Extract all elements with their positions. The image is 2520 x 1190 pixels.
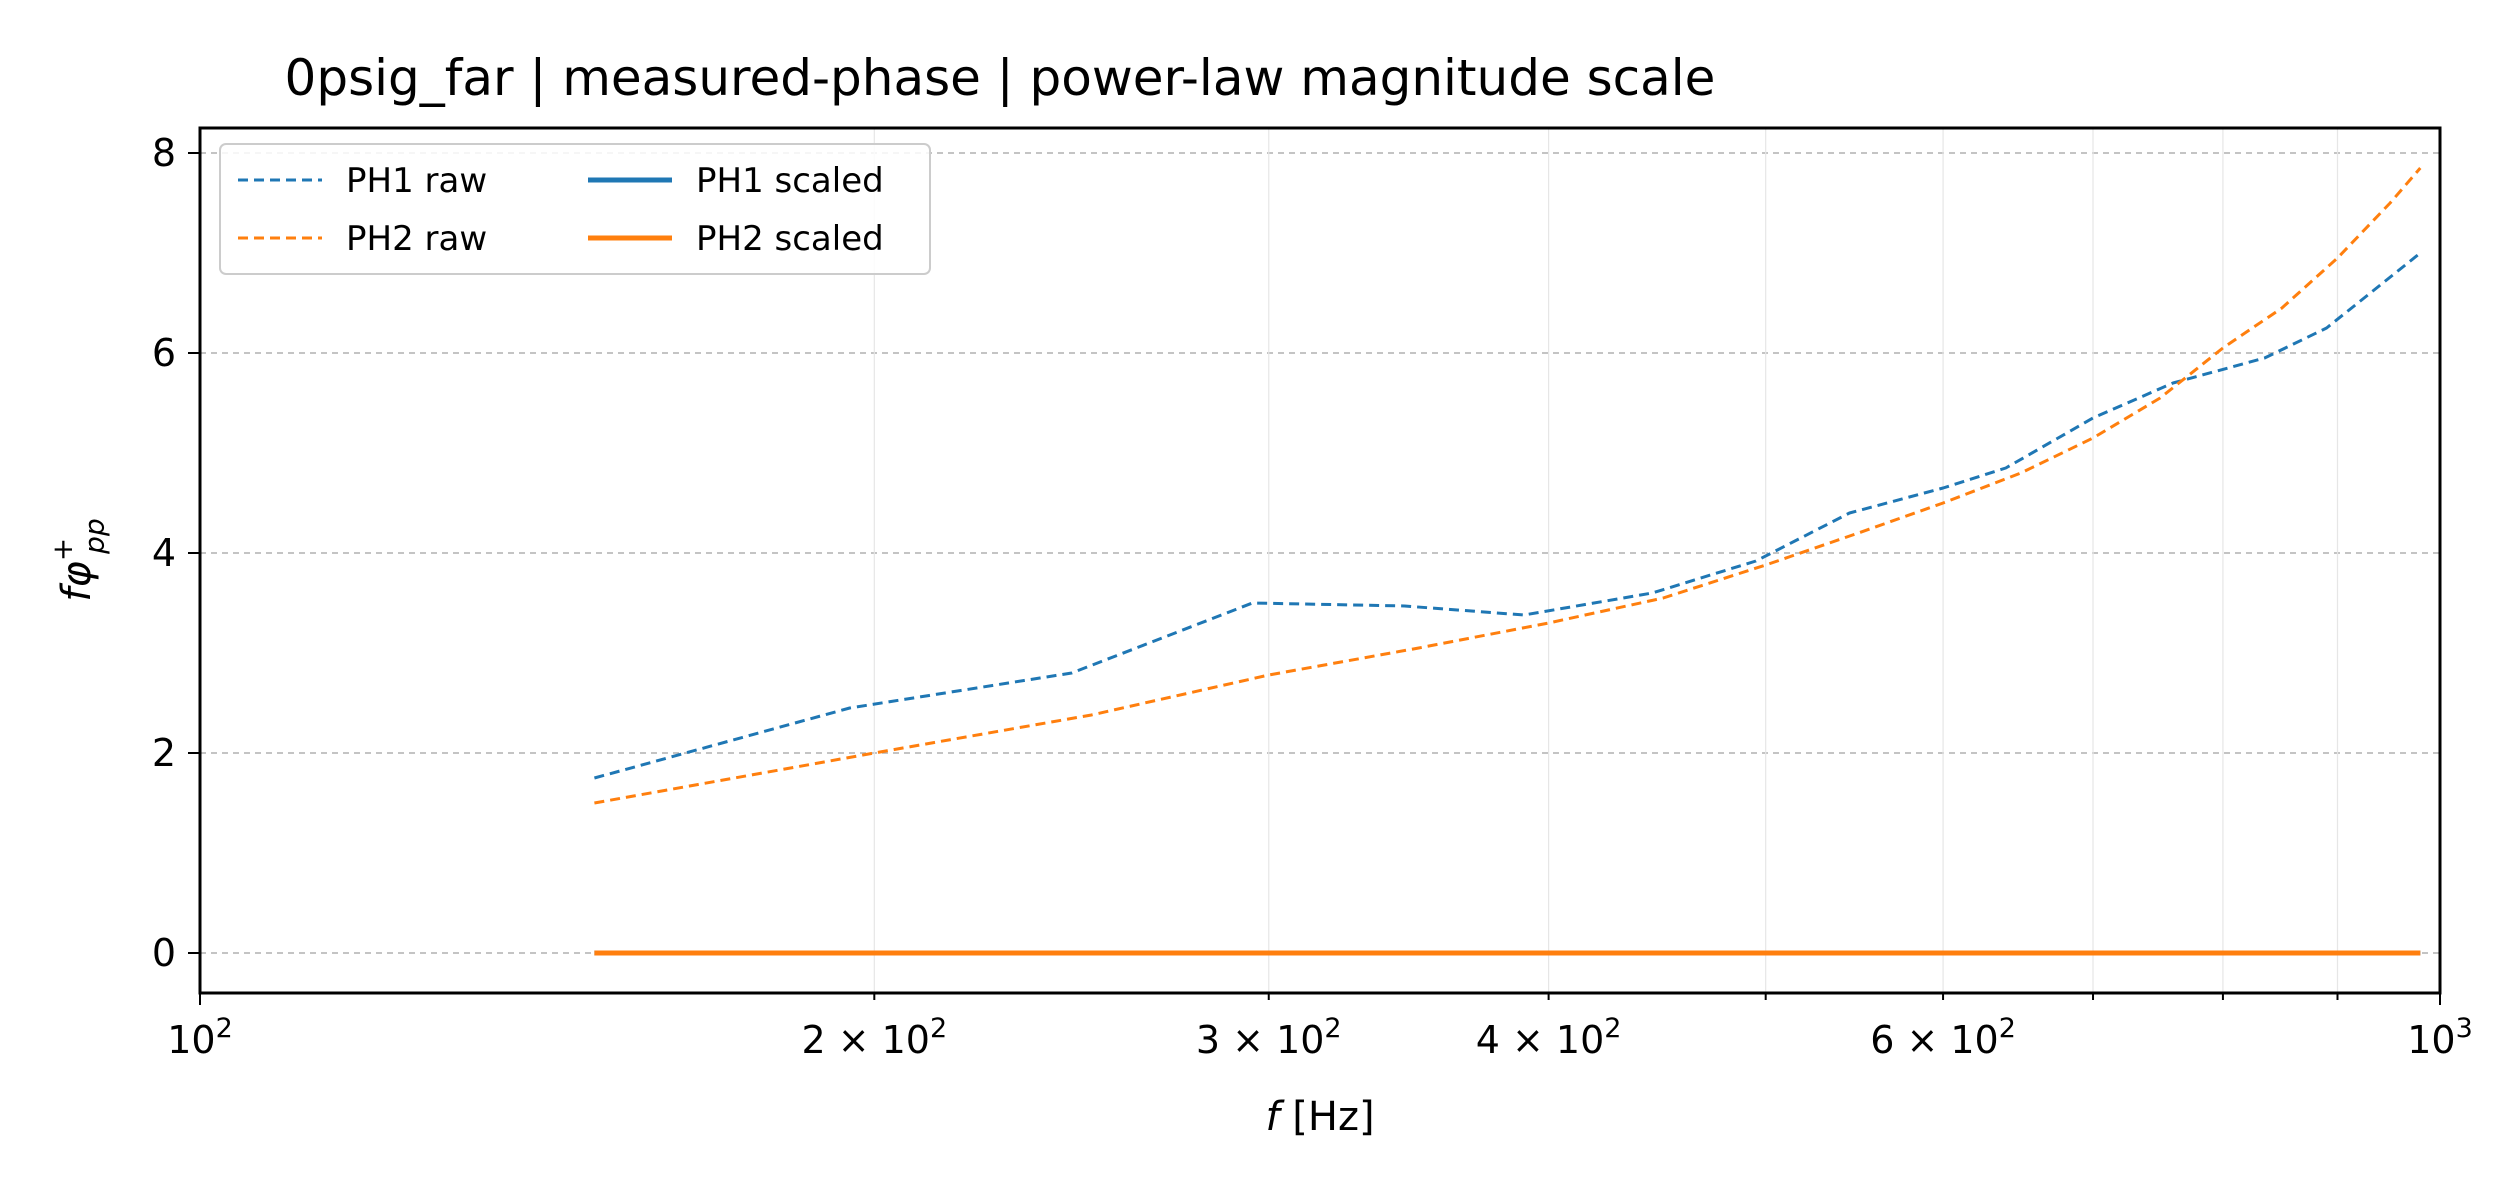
- x-tick-label: 102: [167, 1013, 233, 1062]
- legend-box: [219, 143, 931, 275]
- y-tick-label: 2: [152, 731, 176, 775]
- y-axis-label: fφ+pp: [46, 518, 111, 601]
- series-layer: [594, 167, 2422, 956]
- series-line-ph1-raw: [594, 251, 2422, 780]
- x-tick-label: 4 × 102: [1476, 1013, 1622, 1062]
- y-tick-label: 6: [152, 331, 176, 375]
- legend-label: PH2 raw: [346, 219, 487, 259]
- x-tick-label: 3 × 102: [1196, 1013, 1342, 1062]
- legend-label: PH1 raw: [346, 161, 487, 201]
- x-tick-label: 6 × 102: [1870, 1013, 2016, 1062]
- x-tick-label: 103: [2407, 1013, 2473, 1062]
- y-axis: 0 2 4 6 8: [152, 131, 200, 975]
- x-axis: 102 2 × 102 3 × 102 4 × 102 6 × 102 103: [167, 993, 2473, 1062]
- series-line-ph2-raw: [594, 167, 2422, 805]
- y-tick-label: 4: [152, 531, 176, 575]
- y-tick-label: 8: [152, 131, 176, 175]
- grid: [200, 128, 2440, 993]
- y-tick-label: 0: [152, 931, 176, 975]
- x-axis-label: f [Hz]: [1265, 1094, 1374, 1140]
- legend: PH1 raw PH2 raw PH1 scaled PH2 scaled: [219, 143, 931, 275]
- plot-area: [198, 126, 2442, 995]
- legend-label: PH2 scaled: [696, 219, 884, 259]
- svg-text:fφ+pp: fφ+pp: [46, 518, 111, 601]
- x-tick-label: 2 × 102: [801, 1013, 947, 1062]
- chart-title: 0psig_far | measured-phase | power-law m…: [285, 49, 1716, 107]
- legend-label: PH1 scaled: [696, 161, 884, 201]
